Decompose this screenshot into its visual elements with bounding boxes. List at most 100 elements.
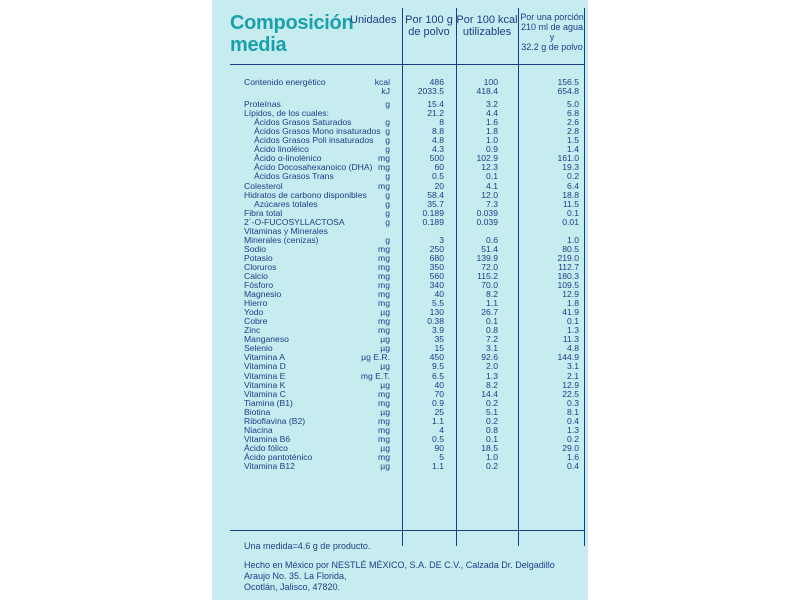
row-per-portion: 5.0 — [567, 99, 579, 110]
row-per-100kcal: 0.8 — [486, 325, 498, 336]
units-column-header: Unidades — [350, 14, 397, 26]
row-per-portion: 11.5 — [562, 198, 579, 209]
row-per-100kcal: 70.0 — [481, 280, 498, 291]
row-per-100kcal: 8.2 — [486, 379, 498, 390]
table-row: Vitamina A µg E.R. 450 92.6 144.9 — [212, 353, 588, 362]
row-per-100kcal: 418.4 — [476, 86, 498, 97]
row-per-100g: 9.5 — [432, 361, 444, 372]
row-per-100g: 130 — [429, 307, 444, 318]
column-divider — [456, 8, 457, 546]
row-label: Minerales (cenizas) — [244, 234, 319, 245]
table-row: Tiamina (B1) mg 0.9 0.2 0.3 — [212, 397, 588, 408]
row-label: Fósforo — [244, 280, 274, 291]
row-per-portion: 6.4 — [567, 180, 579, 191]
row-per-100kcal: 1.0 — [486, 135, 498, 146]
row-per-portion: 0.4 — [567, 415, 579, 426]
row-per-100kcal: 92.6 — [481, 352, 498, 363]
row-per-portion: 2.6 — [567, 117, 579, 128]
row-per-100g: 40 — [434, 379, 444, 390]
row-per-portion: 1.4 — [567, 144, 579, 155]
row-unit: mg — [378, 180, 390, 191]
table-row: Magnesio mg 40 8.2 12.9 — [212, 290, 588, 299]
table-row: Hierro mg 5.5 1.1 1.8 — [212, 299, 588, 308]
row-unit: mg — [378, 153, 390, 164]
title-line-1: Composición — [230, 12, 354, 34]
row-unit: g — [385, 135, 390, 146]
row-per-100g: 1.1 — [432, 460, 444, 471]
row-per-100g: 40 — [434, 289, 444, 300]
row-per-100g: 680 — [429, 252, 444, 263]
row-per-100kcal: 102.9 — [476, 153, 498, 164]
row-unit: mg — [378, 243, 390, 254]
row-per-100kcal: 1.3 — [486, 370, 498, 381]
row-per-portion: 8.1 — [567, 406, 579, 417]
row-label: Proteínas — [244, 99, 281, 110]
row-per-portion: 0.1 — [567, 316, 579, 327]
row-per-100kcal: 26.7 — [481, 307, 498, 318]
row-per-100kcal: 0.039 — [476, 216, 498, 227]
row-per-100g: 21.2 — [427, 108, 444, 119]
row-per-100kcal: 0.039 — [476, 207, 498, 218]
row-per-100g: 4.8 — [432, 135, 444, 146]
row-per-100g: 340 — [429, 280, 444, 291]
table-row: kJ 2033.5 418.4 654.8 — [212, 87, 588, 96]
table-row: Fósforo mg 340 70.0 109.5 — [212, 281, 588, 290]
row-label: Riboflavina (B2) — [244, 415, 306, 426]
row-per-portion: 180.3 — [557, 270, 579, 281]
row-per-portion: 22.5 — [562, 388, 579, 399]
row-label: Zinc — [244, 325, 261, 336]
row-unit: mg — [378, 451, 390, 462]
row-per-100kcal: 7.2 — [486, 334, 498, 345]
table-row: Biotina µg 25 5.1 8.1 — [212, 406, 588, 417]
row-label: Yodo — [244, 307, 264, 318]
row-per-100kcal: 2.0 — [486, 361, 498, 372]
table-row: Ácido α-linolénico mg 500 102.9 161.0 — [212, 154, 588, 163]
row-per-100g: 70 — [434, 388, 444, 399]
table-row: Cobre mg 0.38 0.1 0.1 — [212, 317, 588, 326]
row-label: Cobre — [244, 316, 268, 327]
row-unit: kcal — [374, 77, 390, 87]
row-per-100g: 8 — [439, 117, 444, 128]
table-row: Selenio µg 15 3.1 4.8 — [212, 344, 588, 353]
table-row: Vitamina D µg 9.5 2.0 3.1 — [212, 362, 588, 371]
row-per-portion: 0.1 — [567, 207, 579, 218]
row-label: Hierro — [244, 298, 268, 309]
row-unit: g — [385, 144, 390, 155]
row-per-portion: 1.3 — [567, 325, 579, 336]
row-label: Lípidos, de los cuales: — [244, 108, 330, 119]
table-row: Riboflavina (B2) mg 1.1 0.2 0.4 — [212, 415, 588, 426]
row-per-100kcal: 100 — [483, 77, 498, 87]
manufacturer-note: Hecho en México por NESTLÉ MÉXICO, S.A. … — [244, 560, 574, 593]
row-per-100kcal: 1.8 — [486, 126, 498, 137]
row-unit: µg — [380, 334, 390, 345]
row-per-100kcal: 7.3 — [486, 198, 498, 209]
row-per-100g: 3.9 — [432, 325, 444, 336]
row-unit: g — [385, 189, 390, 200]
row-label: Ácidos Grasos Trans — [254, 171, 334, 182]
row-unit: mg — [378, 325, 390, 336]
row-unit: mg — [378, 162, 390, 173]
row-label: Vitamina B12 — [244, 460, 295, 471]
row-per-100kcal: 72.0 — [481, 261, 498, 272]
row-per-100g: 58.4 — [427, 189, 444, 200]
row-per-portion: 80.5 — [562, 243, 579, 254]
row-label: Ácido Docosahexanoico (DHA) — [254, 162, 373, 173]
row-per-100kcal: 1.0 — [486, 451, 498, 462]
row-per-100g: 0.5 — [432, 171, 444, 182]
row-per-100g: 486 — [429, 77, 444, 87]
row-label: Colesterol — [244, 180, 283, 191]
table-row: Calcio mg 560 115.2 180.3 — [212, 270, 588, 281]
row-per-100g: 4.3 — [432, 144, 444, 155]
row-per-portion: 161.0 — [557, 153, 579, 164]
row-per-100kcal: 0.2 — [486, 397, 498, 408]
table-title: Composición media — [230, 12, 360, 56]
row-per-100g: 20 — [434, 180, 444, 191]
row-per-100kcal: 0.6 — [486, 234, 498, 245]
row-per-portion: 19.3 — [562, 162, 579, 173]
row-unit: g — [385, 216, 390, 227]
row-unit: mg — [378, 252, 390, 263]
row-label: Ácido α-linolénico — [254, 153, 322, 164]
table-row: Vitamina E mg E.T. 6.5 1.3 2.1 — [212, 370, 588, 381]
row-per-portion: 4.8 — [567, 343, 579, 354]
row-per-100g: 0.189 — [422, 207, 444, 218]
